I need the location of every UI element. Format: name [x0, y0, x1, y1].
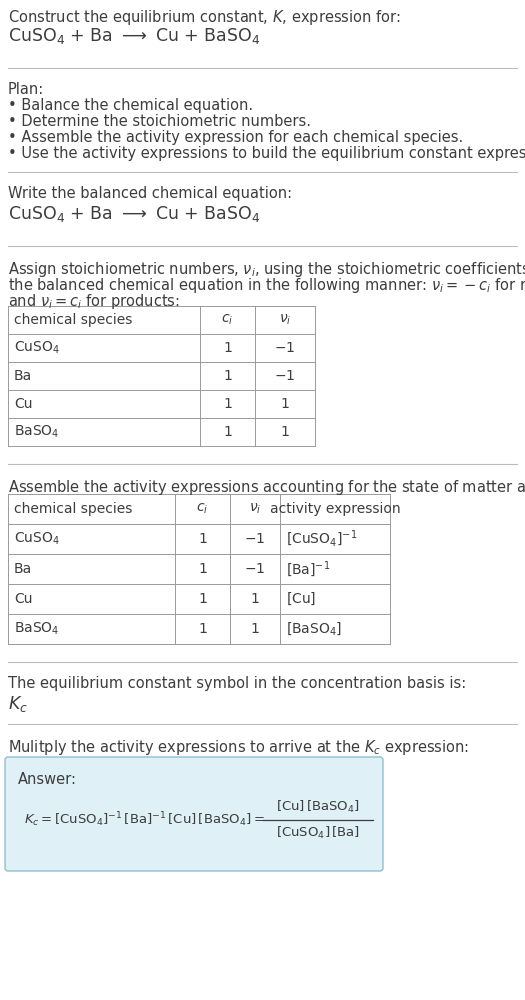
Text: BaSO$_4$: BaSO$_4$ [14, 621, 59, 637]
Text: chemical species: chemical species [14, 313, 132, 327]
Text: CuSO$_4$ + Ba $\longrightarrow$ Cu + BaSO$_4$: CuSO$_4$ + Ba $\longrightarrow$ Cu + BaS… [8, 204, 260, 224]
Text: Cu: Cu [14, 592, 33, 606]
Text: • Assemble the activity expression for each chemical species.: • Assemble the activity expression for e… [8, 130, 463, 145]
Text: 1: 1 [198, 592, 207, 606]
Text: $-1$: $-1$ [275, 369, 296, 383]
Text: Ba: Ba [14, 562, 32, 576]
Text: • Balance the chemical equation.: • Balance the chemical equation. [8, 98, 253, 113]
Text: $c_i$: $c_i$ [196, 502, 208, 516]
Text: $[\mathrm{Cu}]\,[\mathrm{BaSO_4}]$: $[\mathrm{Cu}]\,[\mathrm{BaSO_4}]$ [276, 799, 360, 815]
Text: $-1$: $-1$ [244, 562, 266, 576]
Text: Cu: Cu [14, 397, 33, 411]
Text: $-1$: $-1$ [275, 341, 296, 355]
Text: CuSO$_4$ + Ba $\longrightarrow$ Cu + BaSO$_4$: CuSO$_4$ + Ba $\longrightarrow$ Cu + BaS… [8, 26, 260, 46]
Text: • Use the activity expressions to build the equilibrium constant expression.: • Use the activity expressions to build … [8, 146, 525, 161]
Text: The equilibrium constant symbol in the concentration basis is:: The equilibrium constant symbol in the c… [8, 676, 466, 691]
Text: Ba: Ba [14, 369, 32, 383]
Text: 1: 1 [198, 562, 207, 576]
Text: $K_c$: $K_c$ [8, 694, 28, 714]
Text: 1: 1 [223, 397, 232, 411]
Text: 1: 1 [223, 369, 232, 383]
Text: $[\mathrm{Cu}]$: $[\mathrm{Cu}]$ [286, 591, 316, 607]
Text: $[\mathrm{BaSO_4}]$: $[\mathrm{BaSO_4}]$ [286, 621, 342, 637]
Text: $[\mathrm{CuSO_4}]^{-1}$: $[\mathrm{CuSO_4}]^{-1}$ [286, 529, 358, 549]
Text: Write the balanced chemical equation:: Write the balanced chemical equation: [8, 186, 292, 201]
Text: activity expression: activity expression [270, 502, 400, 516]
Text: 1: 1 [223, 341, 232, 355]
Text: $[\mathrm{Ba}]^{-1}$: $[\mathrm{Ba}]^{-1}$ [286, 559, 330, 579]
Text: $\nu_i$: $\nu_i$ [279, 313, 291, 327]
Text: Answer:: Answer: [18, 772, 77, 787]
Text: the balanced chemical equation in the following manner: $\nu_i = -c_i$ for react: the balanced chemical equation in the fo… [8, 276, 525, 295]
Text: CuSO$_4$: CuSO$_4$ [14, 340, 60, 356]
FancyBboxPatch shape [5, 757, 383, 871]
Text: 1: 1 [250, 622, 259, 636]
Text: 1: 1 [198, 622, 207, 636]
Text: $[\mathrm{CuSO_4}]\,[\mathrm{Ba}]$: $[\mathrm{CuSO_4}]\,[\mathrm{Ba}]$ [276, 825, 360, 841]
Text: • Determine the stoichiometric numbers.: • Determine the stoichiometric numbers. [8, 114, 311, 129]
Text: 1: 1 [198, 532, 207, 546]
Text: Plan:: Plan: [8, 82, 44, 97]
Text: $c_i$: $c_i$ [222, 313, 234, 327]
Text: $\nu_i$: $\nu_i$ [249, 502, 261, 516]
Text: and $\nu_i = c_i$ for products:: and $\nu_i = c_i$ for products: [8, 292, 180, 311]
Text: $K_c = [\mathrm{CuSO_4}]^{-1}\,[\mathrm{Ba}]^{-1}\,[\mathrm{Cu}]\,[\mathrm{BaSO_: $K_c = [\mathrm{CuSO_4}]^{-1}\,[\mathrm{… [24, 811, 265, 829]
Text: Assemble the activity expressions accounting for the state of matter and $\nu_i$: Assemble the activity expressions accoun… [8, 478, 525, 497]
Text: Construct the equilibrium constant, $K$, expression for:: Construct the equilibrium constant, $K$,… [8, 8, 401, 27]
Text: 1: 1 [223, 425, 232, 439]
Text: BaSO$_4$: BaSO$_4$ [14, 424, 59, 440]
Text: chemical species: chemical species [14, 502, 132, 516]
Text: 1: 1 [280, 425, 289, 439]
Text: Assign stoichiometric numbers, $\nu_i$, using the stoichiometric coefficients, $: Assign stoichiometric numbers, $\nu_i$, … [8, 260, 525, 279]
Text: 1: 1 [280, 397, 289, 411]
Text: 1: 1 [250, 592, 259, 606]
Text: CuSO$_4$: CuSO$_4$ [14, 531, 60, 547]
Text: Mulitply the activity expressions to arrive at the $K_c$ expression:: Mulitply the activity expressions to arr… [8, 738, 469, 757]
Text: $-1$: $-1$ [244, 532, 266, 546]
